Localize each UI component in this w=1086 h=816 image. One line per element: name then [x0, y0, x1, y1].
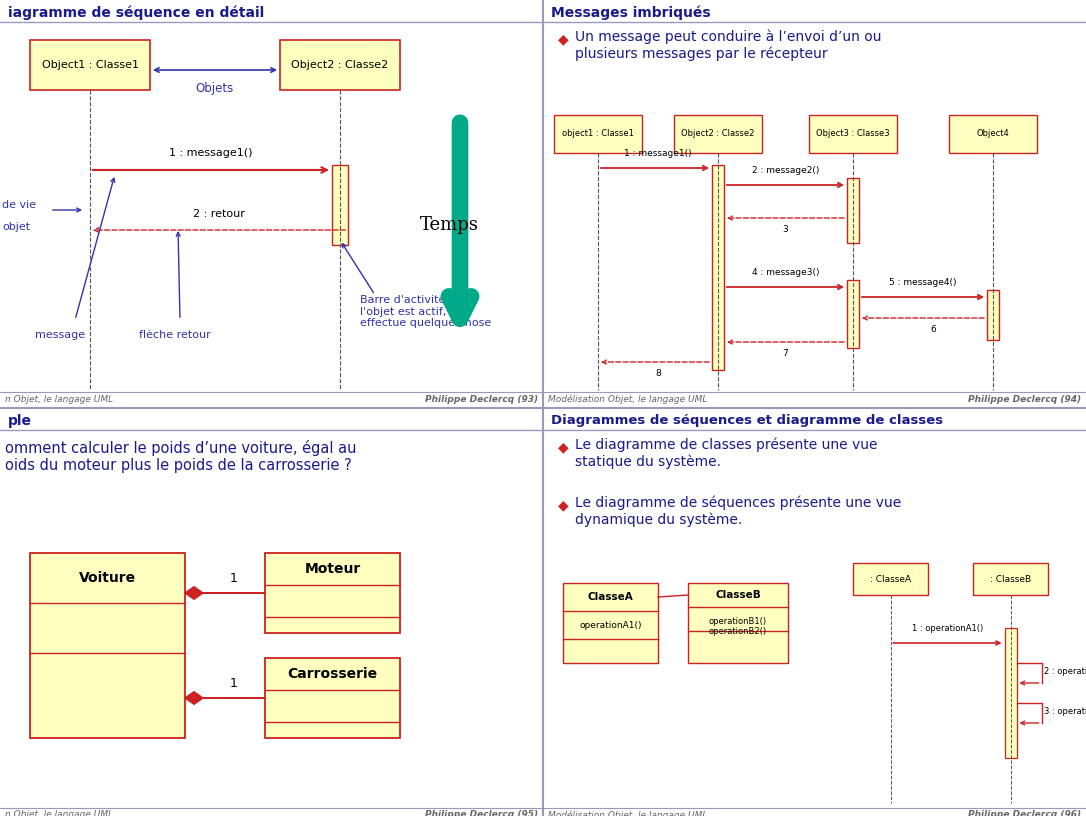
Text: Carrosserie: Carrosserie	[288, 667, 378, 681]
Text: Messages imbriqués: Messages imbriqués	[551, 6, 710, 20]
Bar	[30, 40, 150, 90]
Text: 1 : operationA1(): 1 : operationA1()	[912, 624, 983, 633]
Text: Modélisation Objet, le langage UML: Modélisation Objet, le langage UML	[548, 395, 707, 405]
Bar	[265, 658, 400, 738]
Text: Un message peut conduire à l’envoi d’un ou
plusieurs messages par le récepteur: Un message peut conduire à l’envoi d’un …	[574, 30, 882, 61]
Text: flèche retour: flèche retour	[139, 330, 211, 340]
Text: : ClasseB: : ClasseB	[990, 574, 1031, 583]
Text: Philippe Declercq (94): Philippe Declercq (94)	[968, 395, 1081, 404]
Bar	[1005, 628, 1016, 758]
Text: 2 : message2(): 2 : message2()	[752, 166, 819, 175]
Text: ple: ple	[8, 414, 31, 428]
Text: Modélisation Objet, le langage UML: Modélisation Objet, le langage UML	[548, 810, 707, 816]
Text: Philippe Declercq (96): Philippe Declercq (96)	[968, 810, 1081, 816]
Text: iagramme de séquence en détail: iagramme de séquence en détail	[8, 6, 264, 20]
Text: omment calculer le poids d’une voiture, égal au
oids du moteur plus le poids de : omment calculer le poids d’une voiture, …	[5, 440, 356, 473]
Text: : ClasseA: : ClasseA	[870, 574, 911, 583]
Text: Barre d'activité :
l'objet est actif, il
effectue quelque chose: Barre d'activité : l'objet est actif, il…	[359, 295, 491, 328]
Bar	[554, 115, 642, 153]
Text: message: message	[35, 330, 85, 340]
Text: 5 : message4(): 5 : message4()	[889, 278, 957, 287]
Text: Voiture: Voiture	[79, 571, 136, 585]
Text: Le diagramme de classes présente une vue
statique du système.: Le diagramme de classes présente une vue…	[574, 438, 877, 469]
Text: Diagrammes de séquences et diagramme de classes: Diagrammes de séquences et diagramme de …	[551, 414, 943, 427]
Text: 1 : message1(): 1 : message1()	[169, 148, 253, 158]
Text: 6: 6	[930, 325, 936, 334]
Bar	[809, 115, 897, 153]
Text: Object1 : Classe1: Object1 : Classe1	[41, 60, 139, 70]
Text: Object3 : Classe3: Object3 : Classe3	[817, 130, 889, 139]
Text: Le diagramme de séquences présente une vue
dynamique du système.: Le diagramme de séquences présente une v…	[574, 496, 901, 527]
Text: 1: 1	[230, 677, 238, 690]
Text: operationB1()
operationB2(): operationB1() operationB2()	[709, 617, 767, 636]
Bar	[847, 280, 859, 348]
Text: Temps: Temps	[420, 216, 479, 234]
Text: object1 : Classe1: object1 : Classe1	[563, 130, 634, 139]
Text: n Objet, le langage UML: n Objet, le langage UML	[5, 395, 113, 404]
Text: Objets: Objets	[195, 82, 235, 95]
Text: Moteur: Moteur	[304, 562, 361, 576]
Text: objet: objet	[2, 222, 30, 232]
Bar	[674, 115, 762, 153]
Bar	[265, 553, 400, 633]
Text: ClasseA: ClasseA	[588, 592, 633, 602]
Bar	[332, 165, 348, 245]
Text: 1: 1	[230, 572, 238, 585]
Text: Object2 : Classe2: Object2 : Classe2	[681, 130, 755, 139]
Bar	[280, 40, 400, 90]
Text: 2 : retour: 2 : retour	[193, 209, 245, 219]
Text: ◆: ◆	[558, 498, 569, 512]
Text: operationA1(): operationA1()	[579, 620, 642, 629]
Text: ◆: ◆	[558, 440, 569, 454]
Text: Object4: Object4	[976, 130, 1009, 139]
Bar	[712, 165, 724, 370]
Bar	[973, 563, 1048, 595]
Text: 4 : message3(): 4 : message3()	[752, 268, 819, 277]
Polygon shape	[185, 587, 203, 599]
Text: 8: 8	[655, 369, 661, 378]
Text: 1 : message1(): 1 : message1()	[624, 149, 692, 158]
Text: de vie: de vie	[2, 200, 36, 210]
Polygon shape	[185, 692, 203, 704]
Text: 7: 7	[783, 349, 788, 358]
Text: n Objet, le langage UML: n Objet, le langage UML	[5, 810, 113, 816]
Text: ◆: ◆	[558, 32, 569, 46]
Text: 2 : operationB1(): 2 : operationB1()	[1044, 667, 1086, 676]
Text: 3 : operationB2(): 3 : operationB2()	[1044, 707, 1086, 716]
Bar	[30, 553, 185, 738]
Bar	[949, 115, 1037, 153]
Text: ClasseB: ClasseB	[715, 590, 761, 600]
Bar	[987, 290, 999, 340]
Bar	[689, 583, 788, 663]
Bar	[853, 563, 929, 595]
Text: Philippe Declercq (95): Philippe Declercq (95)	[425, 810, 538, 816]
Text: Object2 : Classe2: Object2 : Classe2	[291, 60, 389, 70]
Bar	[847, 178, 859, 243]
Text: Philippe Declercq (93): Philippe Declercq (93)	[425, 395, 538, 404]
Bar	[563, 583, 658, 663]
Text: 3: 3	[783, 225, 788, 234]
